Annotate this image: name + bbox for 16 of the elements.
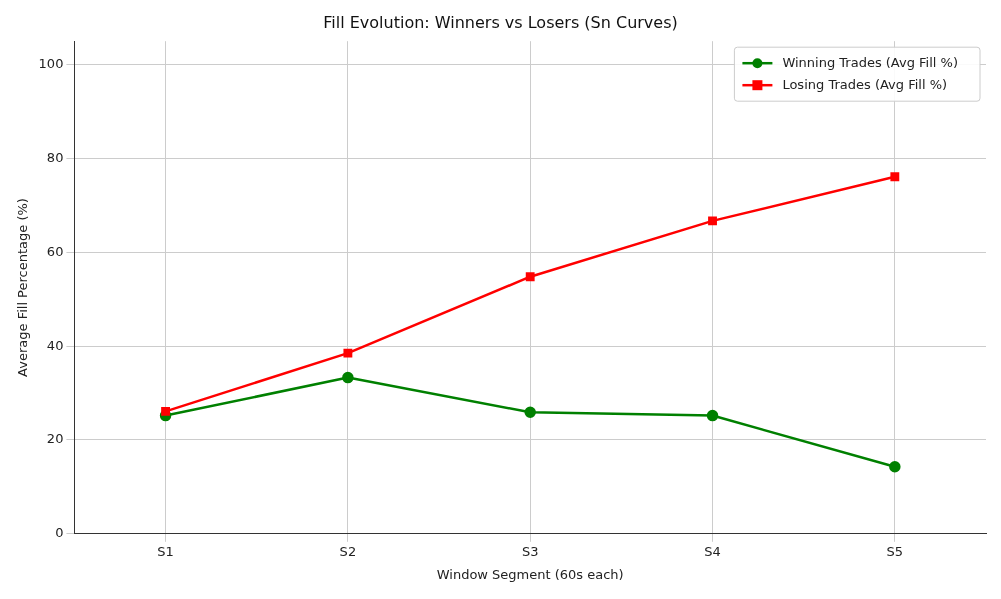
x-tick-label: S1: [157, 543, 174, 559]
x-tick-label: S3: [521, 543, 539, 559]
legend-label: Losing Trades (Avg Fill %): [782, 76, 948, 92]
x-tick-label: S5: [886, 543, 904, 559]
y-tick-label: 100: [38, 56, 64, 72]
y-tick-label: 0: [55, 525, 64, 541]
x-tick-label: S4: [704, 543, 721, 559]
y-tick-label: 60: [46, 243, 64, 259]
legend-label: Winning Trades (Avg Fill %): [782, 54, 959, 70]
chart-title: Fill Evolution: Winners vs Losers (Sn Curves): [323, 12, 678, 32]
x-tick-label: S2: [339, 543, 357, 559]
y-tick-label: 40: [46, 337, 64, 353]
y-tick-label: 20: [46, 431, 64, 447]
y-axis-title: Average Fill Percentage (%): [15, 198, 31, 377]
y-tick-label: 80: [46, 149, 64, 165]
x-axis-title: Window Segment (60s each): [436, 566, 624, 582]
